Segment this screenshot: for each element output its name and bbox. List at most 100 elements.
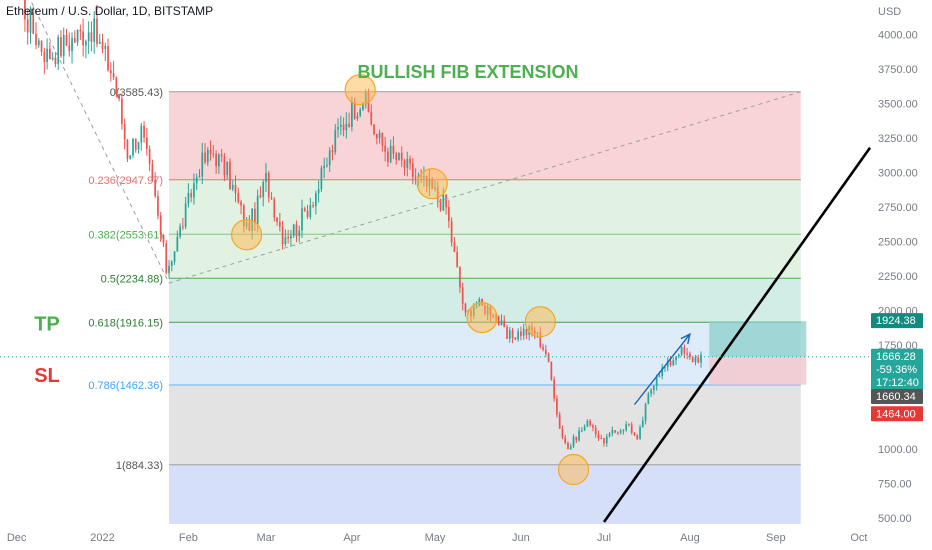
candle-body bbox=[323, 165, 326, 169]
candle-body bbox=[240, 201, 242, 206]
support-trend-line bbox=[602, 147, 872, 523]
candle bbox=[79, 24, 82, 41]
x-tick-label: 2022 bbox=[90, 532, 114, 544]
candle-body bbox=[90, 32, 93, 42]
candle-body bbox=[287, 237, 290, 239]
candle-body bbox=[497, 316, 500, 326]
candle bbox=[514, 337, 517, 341]
candle-body bbox=[411, 163, 414, 178]
x-tick-label: May bbox=[425, 532, 446, 544]
candle bbox=[121, 93, 123, 130]
current-price-badge-text: 1666.28 bbox=[876, 351, 916, 363]
candle bbox=[453, 236, 456, 253]
candle bbox=[223, 153, 226, 182]
y-tick-label: 1000.00 bbox=[878, 444, 918, 456]
candle bbox=[323, 157, 326, 179]
candle bbox=[309, 197, 312, 220]
candle bbox=[619, 428, 622, 435]
candle-body bbox=[575, 436, 578, 441]
candle-body bbox=[62, 34, 65, 56]
candle bbox=[126, 139, 129, 162]
candle bbox=[608, 431, 611, 438]
candle bbox=[614, 429, 616, 434]
candle-body bbox=[500, 320, 503, 326]
candle-body bbox=[672, 360, 675, 366]
candle bbox=[65, 28, 68, 47]
candle bbox=[575, 436, 578, 444]
candle bbox=[57, 34, 60, 71]
x-tick-label: Sep bbox=[766, 532, 786, 544]
candle bbox=[517, 328, 519, 342]
candle bbox=[229, 158, 231, 190]
candle-body bbox=[85, 41, 87, 46]
candle bbox=[226, 161, 229, 180]
fib-level-label: 0(3585.43) bbox=[110, 87, 163, 99]
candle bbox=[182, 217, 184, 231]
candle bbox=[284, 229, 287, 247]
candle bbox=[73, 30, 76, 44]
candle bbox=[190, 189, 193, 203]
candle bbox=[544, 344, 547, 357]
candle-body bbox=[265, 172, 267, 182]
candle bbox=[198, 169, 201, 178]
candle-body bbox=[605, 436, 608, 444]
candle bbox=[270, 192, 273, 200]
candle bbox=[603, 437, 605, 447]
candle bbox=[187, 183, 190, 208]
candle bbox=[115, 76, 118, 98]
candle bbox=[628, 423, 630, 427]
candle-body bbox=[276, 217, 278, 222]
candle-body bbox=[464, 303, 467, 313]
fib-zone-0.382 bbox=[169, 234, 801, 279]
candle-body bbox=[503, 320, 506, 328]
candle-body bbox=[345, 123, 348, 131]
candle-body bbox=[567, 443, 569, 450]
candle-body bbox=[32, 12, 35, 34]
candle bbox=[636, 434, 639, 440]
candle bbox=[107, 38, 109, 72]
candle bbox=[209, 140, 212, 161]
candle bbox=[184, 196, 187, 230]
candle bbox=[459, 266, 461, 294]
candle-body bbox=[301, 208, 303, 231]
candle-body bbox=[209, 149, 212, 154]
candle bbox=[262, 179, 265, 207]
candle bbox=[398, 152, 400, 161]
candle-body bbox=[134, 138, 137, 150]
candle bbox=[456, 246, 459, 268]
candle bbox=[622, 429, 625, 435]
candle-body bbox=[398, 152, 400, 161]
candle-body bbox=[661, 367, 664, 377]
fib-level-label: 0.786(1462.36) bbox=[88, 380, 163, 392]
candle bbox=[218, 153, 220, 174]
candle-body bbox=[608, 433, 611, 437]
candle bbox=[339, 115, 342, 136]
candle-body bbox=[339, 124, 342, 128]
fib-extension-zones: 0(3585.43) 0.236(2947.97) 0.382(2553.61) 0.… bbox=[88, 87, 807, 524]
candle bbox=[301, 199, 303, 238]
candle bbox=[273, 197, 276, 222]
candle bbox=[93, 11, 96, 54]
candle-body bbox=[129, 155, 132, 159]
candle-body bbox=[614, 430, 616, 433]
candle-body bbox=[35, 33, 37, 46]
candle bbox=[334, 123, 337, 155]
candle bbox=[234, 175, 237, 203]
candle bbox=[109, 62, 112, 82]
candle bbox=[165, 240, 168, 275]
candle bbox=[68, 32, 71, 57]
candle bbox=[32, 6, 35, 35]
candle-body bbox=[98, 41, 101, 44]
candle bbox=[580, 427, 583, 433]
candle-body bbox=[337, 127, 339, 130]
candle-body bbox=[68, 45, 71, 51]
candle-body bbox=[267, 172, 270, 198]
candle-body bbox=[453, 242, 456, 252]
current-price-badge-text: 17:12:40 bbox=[876, 377, 919, 389]
fib-zone-1 bbox=[169, 464, 801, 524]
candle-body bbox=[378, 132, 381, 139]
candle bbox=[82, 18, 84, 57]
candle-body bbox=[517, 331, 519, 340]
x-tick-label: Feb bbox=[179, 532, 198, 544]
